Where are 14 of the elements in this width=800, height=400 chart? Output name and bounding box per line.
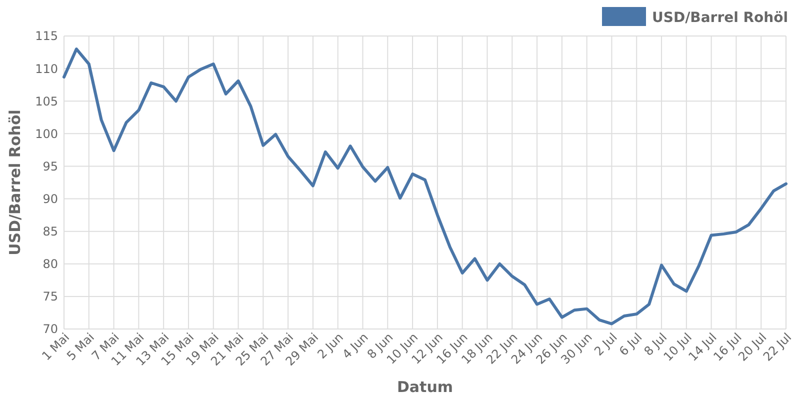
- y-tick-label: 80: [42, 257, 58, 272]
- x-axis-title: Datum: [396, 378, 454, 396]
- legend-label: USD/Barrel Rohöl: [652, 10, 788, 26]
- y-tick-label: 75: [42, 290, 58, 304]
- y-tick-label: 90: [42, 192, 58, 206]
- y-tick-label: 110: [35, 62, 58, 76]
- y-tick-label: 85: [42, 224, 58, 239]
- y-tick-label: 70: [42, 322, 58, 336]
- y-axis-title: USD/Barrel Rohöl: [6, 110, 24, 256]
- y-tick-label: 105: [35, 94, 58, 108]
- y-tick-label: 95: [42, 159, 58, 174]
- y-tick-label: 100: [35, 126, 58, 141]
- y-tick-label: 115: [35, 29, 58, 44]
- line-series: [62, 48, 788, 326]
